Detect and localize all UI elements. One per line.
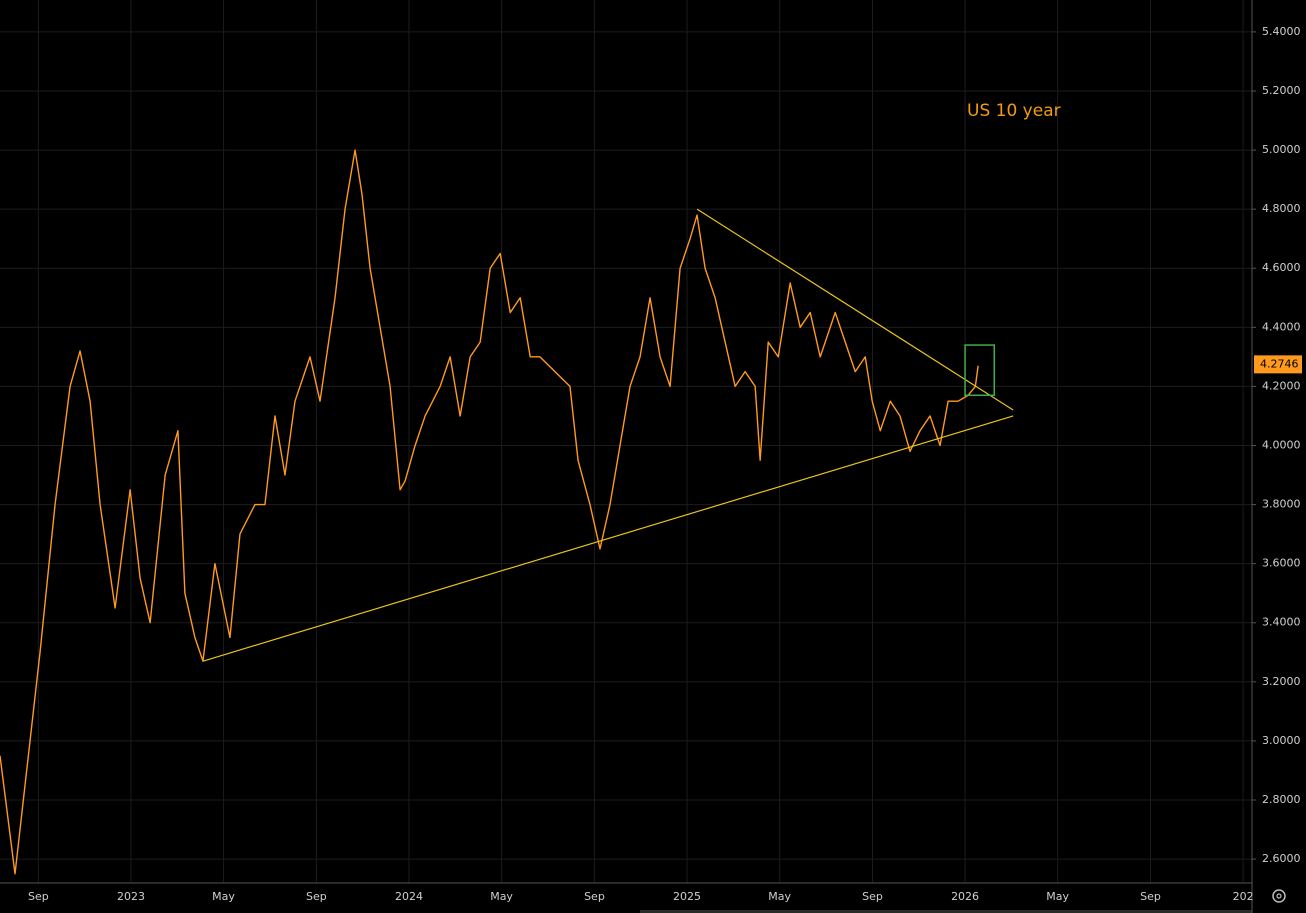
x-tick-label: Sep [862,890,883,903]
settings-icon[interactable] [1272,889,1286,903]
trend-line [696,208,1014,411]
settings-hub[interactable] [1276,893,1282,899]
x-tick-label: 2023 [117,890,145,903]
x-tick-label: May [490,890,513,903]
y-tick-label: 5.2000 [1262,84,1301,97]
scrollbar [640,910,1252,913]
x-tick-label: May [768,890,791,903]
x-tick-label: May [212,890,235,903]
y-tick-label: 2.8000 [1262,793,1301,806]
x-tick-label: 2025 [673,890,701,903]
grid [0,0,1252,883]
x-tick-label: 2024 [395,890,423,903]
y-tick-label: 3.0000 [1262,734,1301,747]
y-tick-label: 2.6000 [1262,852,1301,865]
x-tick-label: Sep [28,890,49,903]
y-tick-label: 3.8000 [1262,498,1301,511]
trend-line [202,415,1014,662]
y-tick-label: 5.4000 [1262,25,1301,38]
y-tick-label: 4.0000 [1262,438,1301,451]
last-value-label: 4.2746 [1260,357,1299,370]
highlight-box [964,344,996,397]
x-tick-label: 202 [1233,890,1254,903]
y-tick-label: 4.4000 [1262,320,1301,333]
x-axis-band [0,883,1252,913]
price-line [0,149,979,875]
x-tick-label: 2026 [951,890,979,903]
y-tick-label: 3.4000 [1262,616,1301,629]
x-tick-label: Sep [584,890,605,903]
y-tick-label: 3.6000 [1262,557,1301,570]
settings-gear[interactable] [1272,889,1286,903]
y-tick-label: 4.2000 [1262,379,1301,392]
y-tick-label: 4.6000 [1262,261,1301,274]
y-tick-label: 5.0000 [1262,143,1301,156]
chart-title: US 10 year [967,101,1061,121]
y-tick-label: 4.8000 [1262,202,1301,215]
last-value-tag [1254,355,1302,374]
x-tick-label: May [1046,890,1069,903]
x-tick-label: Sep [306,890,327,903]
x-tick-label: Sep [1140,890,1161,903]
y-tick-label: 3.2000 [1262,675,1301,688]
